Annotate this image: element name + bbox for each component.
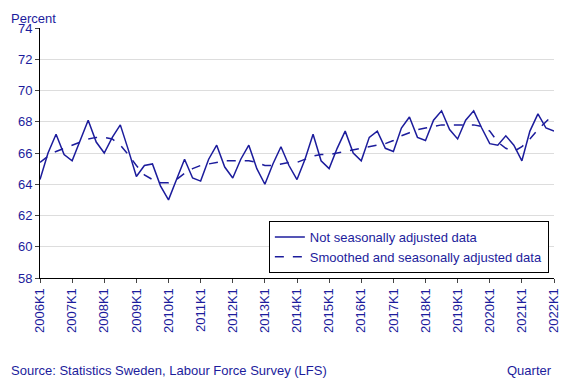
svg-text:Quarter: Quarter bbox=[507, 363, 552, 378]
svg-text:2010K1: 2010K1 bbox=[161, 288, 176, 333]
svg-text:2016K1: 2016K1 bbox=[353, 288, 368, 333]
svg-text:2022K1: 2022K1 bbox=[546, 288, 561, 333]
svg-text:2015K1: 2015K1 bbox=[321, 288, 336, 333]
svg-text:74: 74 bbox=[18, 21, 32, 36]
svg-text:2021K1: 2021K1 bbox=[514, 288, 529, 333]
svg-text:2020K1: 2020K1 bbox=[482, 288, 497, 333]
svg-text:72: 72 bbox=[18, 52, 32, 67]
svg-text:2011K1: 2011K1 bbox=[193, 288, 208, 332]
svg-text:68: 68 bbox=[18, 114, 32, 129]
svg-text:2014K1: 2014K1 bbox=[289, 288, 304, 333]
svg-text:60: 60 bbox=[18, 239, 32, 254]
svg-text:2018K1: 2018K1 bbox=[418, 288, 433, 333]
svg-text:2013K1: 2013K1 bbox=[257, 288, 272, 333]
svg-text:2019K1: 2019K1 bbox=[450, 288, 465, 333]
svg-text:58: 58 bbox=[18, 271, 32, 286]
svg-text:Smoothed and seasonally adjust: Smoothed and seasonally adjusted data bbox=[310, 250, 542, 265]
svg-text:2006K1: 2006K1 bbox=[32, 288, 47, 333]
svg-text:66: 66 bbox=[18, 146, 32, 161]
svg-text:2012K1: 2012K1 bbox=[225, 288, 240, 333]
svg-text:2009K1: 2009K1 bbox=[129, 288, 144, 333]
svg-text:Source: Statistics Sweden, Lab: Source: Statistics Sweden, Labour Force … bbox=[11, 363, 327, 378]
svg-text:2017K1: 2017K1 bbox=[386, 288, 401, 333]
svg-text:Not seasonally adjusted data: Not seasonally adjusted data bbox=[310, 230, 478, 245]
svg-text:70: 70 bbox=[18, 83, 32, 98]
svg-text:2007K1: 2007K1 bbox=[64, 288, 79, 333]
svg-text:64: 64 bbox=[18, 177, 32, 192]
svg-text:2008K1: 2008K1 bbox=[96, 288, 111, 333]
svg-text:Percent: Percent bbox=[11, 11, 56, 26]
svg-text:62: 62 bbox=[18, 208, 32, 223]
